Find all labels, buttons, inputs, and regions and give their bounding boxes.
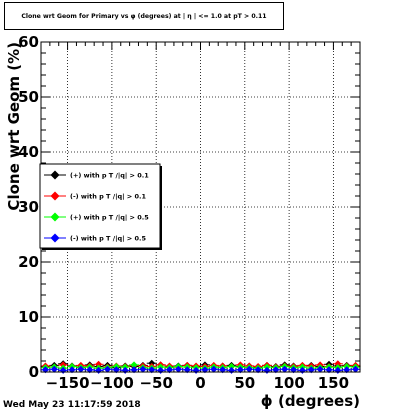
data-point: [103, 365, 111, 373]
data-point: [334, 360, 342, 368]
data-point: [174, 365, 182, 373]
legend-label: (-) with p T /|q| > 0.1: [70, 193, 146, 202]
data-point: [130, 361, 138, 369]
x-tick-label: −100: [90, 374, 134, 392]
data-point: [77, 365, 85, 373]
legend-marker: [50, 170, 60, 180]
data-point: [352, 365, 360, 373]
x-tick-label: 50: [234, 374, 255, 392]
y-tick-label: 50: [18, 88, 39, 106]
data-point: [245, 365, 253, 373]
legend-label: (+) with p T /|q| > 0.5: [70, 214, 149, 223]
y-axis-title: Clone wrt Geom (%): [5, 42, 23, 211]
x-tick-label: 0: [195, 374, 205, 392]
y-tick-label: 60: [18, 33, 39, 51]
legend-box: [39, 163, 161, 249]
legend-marker: [50, 191, 60, 201]
x-axis-title: ϕ (degrees): [261, 392, 360, 410]
data-point: [281, 365, 289, 373]
data-point: [228, 363, 236, 370]
x-tick-label: 150: [318, 374, 349, 392]
legend-marker: [50, 233, 60, 243]
legend-marker: [50, 212, 60, 222]
series-3: [40, 365, 361, 374]
y-tick-label: 40: [18, 143, 39, 161]
plot-title-box: Clone wrt Geom for Primary vs φ (degrees…: [4, 2, 284, 30]
x-tick-label: −50: [139, 374, 172, 392]
x-tick-label: 100: [273, 374, 304, 392]
timestamp: Wed May 23 11:17:59 2018: [3, 400, 141, 410]
data-point: [210, 365, 218, 373]
legend-label: (-) with p T /|q| > 0.5: [70, 235, 146, 244]
data-point: [95, 360, 103, 368]
data-point: [316, 365, 324, 373]
data-point: [139, 365, 147, 373]
x-tick-label: −150: [46, 374, 90, 392]
y-tick-label: 20: [18, 253, 39, 271]
plot-title: Clone wrt Geom for Primary vs φ (degrees…: [21, 12, 267, 20]
legend-label: (+) with p T /|q| > 0.1: [70, 172, 149, 181]
y-tick-label: 0: [29, 363, 39, 381]
y-tick-label: 10: [18, 308, 39, 326]
y-tick-label: 30: [18, 198, 39, 216]
data-point: [50, 365, 58, 373]
